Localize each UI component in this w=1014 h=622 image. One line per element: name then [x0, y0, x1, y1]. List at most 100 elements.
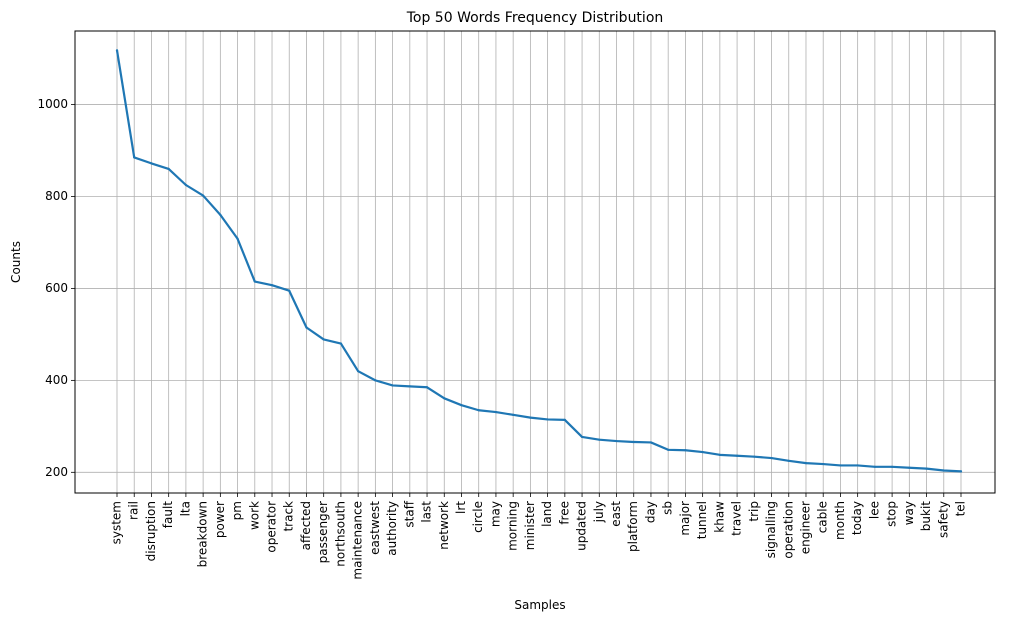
data-point: [925, 467, 928, 470]
data-point: [787, 459, 790, 462]
x-tick-label: lee: [867, 501, 881, 519]
x-tick-label: authority: [385, 501, 399, 556]
x-tick-label: platform: [626, 501, 640, 552]
data-point: [753, 455, 756, 458]
x-tick-label: khaw: [712, 501, 726, 533]
y-axis-label: Counts: [9, 241, 23, 283]
x-tick-label: circle: [471, 501, 485, 533]
x-tick-label: land: [540, 501, 554, 527]
data-point: [408, 385, 411, 388]
x-tick-label: travel: [730, 501, 744, 536]
data-point: [184, 183, 187, 187]
data-point: [322, 338, 325, 341]
x-tick-label: lta: [178, 501, 192, 516]
data-point: [219, 213, 222, 216]
x-tick-label: staff: [402, 500, 416, 527]
x-tick-label: rail: [127, 501, 141, 520]
data-point: [684, 449, 687, 452]
y-tick-label: 1000: [37, 97, 68, 111]
x-tick-label: power: [213, 501, 227, 538]
data-point: [202, 194, 205, 197]
data-point: [735, 454, 739, 457]
plot-frame: [74, 30, 996, 494]
data-point: [512, 413, 515, 416]
data-point: [374, 379, 377, 382]
data-point: [908, 466, 911, 469]
data-point: [357, 370, 360, 373]
data-point: [133, 156, 136, 159]
data-point: [563, 418, 566, 422]
data-point: [701, 450, 704, 454]
x-tick-label: minister: [523, 501, 537, 550]
data-point: [150, 162, 153, 165]
x-tick-label: operator: [265, 501, 279, 553]
x-tick-label: last: [420, 501, 434, 523]
series-layer: [115, 49, 963, 473]
y-tick-label: 200: [45, 465, 68, 479]
data-point: [822, 462, 825, 466]
x-tick-label: breakdown: [196, 501, 210, 567]
data-point: [718, 453, 721, 456]
x-tick-label: free: [557, 501, 571, 525]
data-point: [305, 326, 308, 329]
x-tick-label: month: [833, 501, 847, 540]
x-tick-label: lrt: [454, 501, 468, 514]
data-point: [891, 465, 894, 468]
y-tick-label: 600: [45, 281, 68, 295]
data-point: [873, 465, 876, 468]
x-tick-label: cable: [816, 501, 830, 533]
y-tick-label: 800: [45, 189, 68, 203]
x-tick-label: major: [678, 501, 692, 536]
data-point: [460, 404, 463, 407]
x-tick-label: operation: [781, 501, 795, 559]
data-point: [167, 167, 170, 171]
x-tick-label: track: [282, 501, 296, 532]
data-point: [839, 464, 842, 467]
data-point: [856, 464, 859, 467]
x-axis-label: Samples: [514, 598, 565, 612]
data-point: [667, 448, 670, 451]
data-point: [942, 469, 945, 472]
x-tick-label: tel: [954, 501, 968, 516]
data-point: [529, 416, 532, 419]
data-point: [494, 410, 498, 414]
x-tick-label: safety: [936, 501, 950, 538]
data-point: [339, 342, 343, 345]
data-point: [615, 439, 618, 443]
x-tick-label: updated: [575, 501, 589, 551]
x-tick-label: eastwest: [368, 501, 382, 555]
x-tick-label: affected: [299, 501, 313, 550]
data-point: [598, 438, 601, 441]
x-tick-label: signalling: [764, 501, 778, 558]
x-tick-label: day: [643, 501, 657, 523]
x-tick-label: engineer: [798, 501, 812, 554]
data-point: [649, 441, 653, 444]
x-tick-label: morning: [506, 501, 520, 551]
x-tick-label: sb: [661, 501, 675, 515]
data-point: [770, 456, 773, 460]
data-point: [443, 397, 446, 400]
data-point: [477, 409, 480, 412]
data-point: [804, 462, 808, 465]
data-point: [959, 470, 963, 473]
chart-title: Top 50 Words Frequency Distribution: [406, 10, 664, 26]
x-tick-label: maintenance: [351, 501, 365, 580]
data-point: [391, 384, 394, 387]
x-tick-label: trip: [747, 501, 761, 522]
tick-layer: system rail disruption fault lta breakdown pow…: [37, 97, 967, 580]
x-tick-label: july: [592, 501, 606, 523]
x-tick-label: east: [609, 501, 623, 527]
x-tick-label: way: [902, 501, 916, 525]
grid-layer: [75, 31, 995, 493]
data-point: [546, 418, 549, 421]
x-tick-label: pm: [230, 501, 244, 520]
x-tick-label: stop: [885, 501, 899, 527]
data-point: [288, 289, 291, 292]
x-tick-label: passenger: [316, 501, 330, 563]
x-tick-label: may: [488, 501, 502, 527]
data-point: [270, 284, 274, 287]
data-point: [632, 440, 635, 444]
x-tick-label: network: [437, 501, 451, 550]
data-point: [236, 237, 239, 240]
